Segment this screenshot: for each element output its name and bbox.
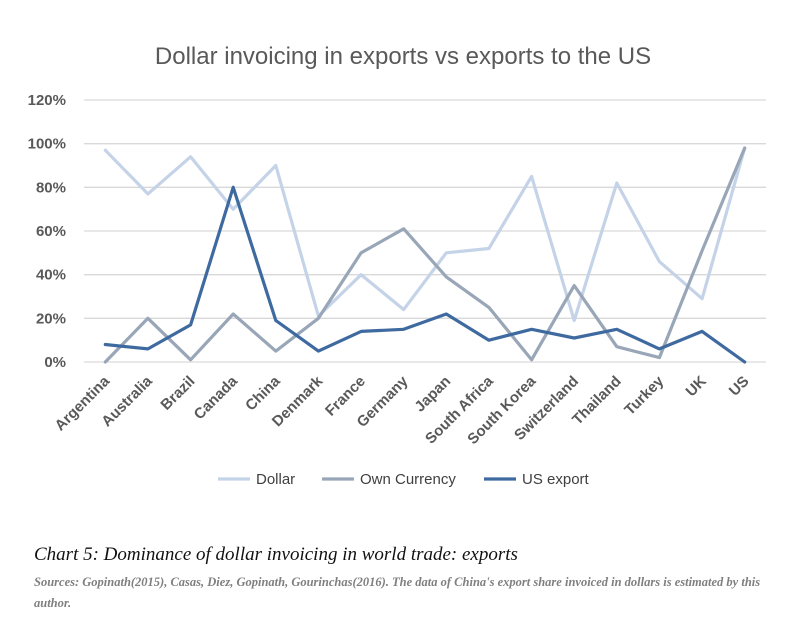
y-tick-label: 80% <box>36 179 66 196</box>
y-tick-label: 0% <box>44 354 66 371</box>
series-lines <box>103 146 747 364</box>
x-tick-label: Turkey <box>621 372 667 418</box>
chart-source-note: Sources: Gopinath(2015), Casas, Diez, Go… <box>34 575 761 610</box>
line-chart: Dollar invoicing in exports vs exports t… <box>28 43 766 488</box>
x-tick-label: Brazil <box>157 373 198 414</box>
y-tick-label: 20% <box>36 310 66 327</box>
legend-label: US export <box>522 471 590 488</box>
legend: Dollar Own Currency US export <box>218 471 590 488</box>
chart-title: Dollar invoicing in exports vs exports t… <box>155 43 651 70</box>
x-tick-label: Canada <box>191 372 242 423</box>
series-line-own-currency <box>103 146 747 364</box>
series-line-us-export <box>103 185 747 364</box>
y-tick-label: 60% <box>36 223 66 240</box>
series-line-dollar <box>103 146 747 323</box>
x-tick-label: US <box>726 373 753 400</box>
y-tick-label: 40% <box>36 267 66 284</box>
legend-label: Own Currency <box>360 471 456 488</box>
y-tick-label: 120% <box>28 92 66 109</box>
y-tick-label: 100% <box>28 136 66 153</box>
x-tick-label: UK <box>683 373 710 400</box>
gridlines <box>84 99 766 363</box>
y-axis-ticks: 0% 20% 40% 60% 80% 100% 120% <box>28 92 66 371</box>
chart-caption: Chart 5: Dominance of dollar invoicing i… <box>34 544 518 565</box>
legend-label: Dollar <box>256 471 295 488</box>
